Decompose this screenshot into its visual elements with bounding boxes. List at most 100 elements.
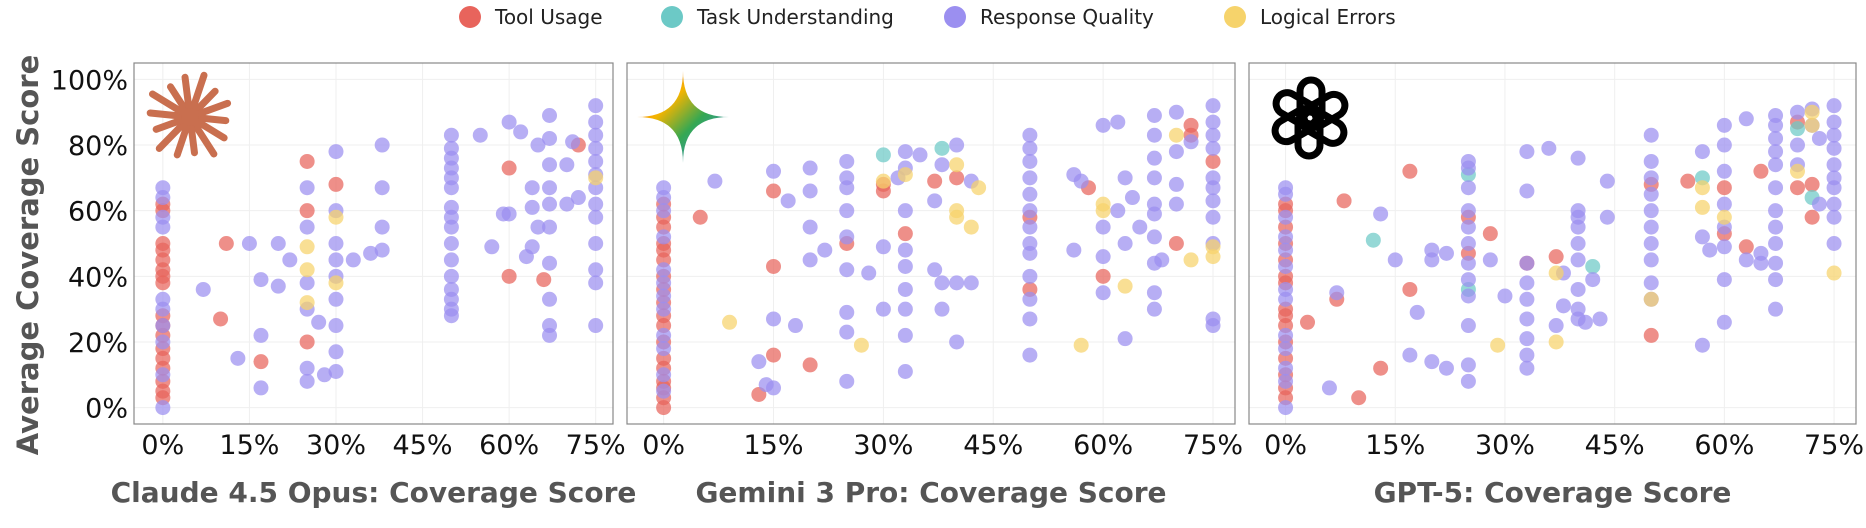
- data-point: [766, 183, 782, 199]
- data-point: [839, 153, 855, 169]
- data-point: [1460, 318, 1476, 334]
- data-point: [656, 262, 672, 278]
- data-point: [839, 170, 855, 186]
- data-point: [316, 367, 332, 383]
- data-point: [1789, 180, 1805, 196]
- data-point: [1066, 242, 1082, 258]
- data-point: [1519, 144, 1535, 160]
- data-point: [542, 327, 558, 343]
- data-point: [299, 360, 315, 376]
- data-point: [897, 242, 913, 258]
- data-point: [963, 219, 979, 235]
- data-point: [1278, 180, 1294, 196]
- data-point: [218, 236, 234, 251]
- data-point: [1460, 288, 1476, 304]
- data-point: [1460, 203, 1476, 219]
- data-point: [443, 127, 459, 143]
- data-point: [656, 180, 672, 196]
- data-point: [530, 219, 546, 235]
- data-point: [1183, 117, 1199, 133]
- data-point: [542, 196, 558, 212]
- data-point: [897, 226, 913, 242]
- x-tick-label: 0%: [141, 430, 184, 461]
- chart-panel: 0% 20% 40% 60% 80% 100% 0% 15% 30% 45% 60% 75% Claud…: [51, 62, 636, 509]
- data-point: [1278, 400, 1294, 416]
- legend-marker: [459, 6, 481, 28]
- data-point: [1548, 265, 1564, 281]
- data-point: [1753, 245, 1769, 261]
- data-point: [1132, 219, 1148, 235]
- legend-marker: [1224, 6, 1246, 28]
- data-point: [949, 275, 965, 291]
- data-point: [1643, 186, 1659, 202]
- x-tick-label: 0%: [642, 430, 685, 461]
- data-point: [565, 134, 581, 150]
- data-point: [1073, 337, 1089, 353]
- data-point: [1643, 291, 1659, 307]
- data-point: [1278, 373, 1294, 389]
- x-tick-label: 60%: [1073, 430, 1133, 461]
- data-point: [722, 314, 738, 330]
- data-point: [656, 367, 672, 383]
- data-point: [270, 236, 286, 251]
- data-point: [1205, 209, 1221, 225]
- data-point: [1460, 219, 1476, 235]
- data-point: [1387, 252, 1403, 268]
- data-point: [1826, 196, 1842, 212]
- data-point: [1789, 163, 1805, 179]
- data-point: [1154, 252, 1170, 268]
- data-point: [1643, 236, 1659, 251]
- data-point: [1146, 127, 1162, 143]
- data-point: [542, 108, 558, 124]
- data-point: [751, 354, 767, 370]
- data-point: [1592, 311, 1608, 327]
- data-point: [1768, 180, 1784, 196]
- data-point: [1146, 170, 1162, 186]
- data-point: [328, 291, 344, 307]
- data-point: [443, 140, 459, 156]
- data-point: [1768, 236, 1784, 251]
- data-point: [1460, 153, 1476, 169]
- data-point: [1789, 121, 1805, 137]
- data-point: [934, 140, 950, 156]
- data-point: [1022, 127, 1038, 143]
- data-point: [443, 252, 459, 268]
- data-point: [1643, 127, 1659, 143]
- data-point: [1329, 285, 1345, 301]
- data-point: [897, 363, 913, 379]
- data-point: [1716, 209, 1732, 225]
- data-point: [766, 347, 782, 363]
- data-point: [1826, 265, 1842, 281]
- data-point: [1278, 258, 1294, 274]
- data-point: [1022, 219, 1038, 235]
- data-point: [1365, 232, 1381, 248]
- data-point: [588, 275, 604, 291]
- data-point: [1570, 301, 1586, 317]
- data-point: [1519, 347, 1535, 363]
- data-point: [213, 311, 229, 327]
- data-point: [1110, 114, 1126, 130]
- y-tick-label: 60%: [68, 197, 128, 228]
- data-point: [802, 252, 818, 268]
- x-axis-label: Gemini 3 Pro: Coverage Score: [695, 476, 1166, 509]
- data-point: [1438, 245, 1454, 261]
- data-point: [588, 140, 604, 156]
- data-point: [1716, 272, 1732, 288]
- data-point: [1402, 163, 1418, 179]
- scatter-points: [1278, 98, 1842, 416]
- data-point: [345, 252, 361, 268]
- data-point: [1022, 291, 1038, 307]
- data-point: [542, 219, 558, 235]
- data-point: [656, 203, 672, 219]
- data-point: [1460, 236, 1476, 251]
- data-point: [1768, 144, 1784, 160]
- data-point: [1168, 236, 1184, 251]
- data-point: [875, 301, 891, 317]
- legend-label: Response Quality: [980, 5, 1154, 29]
- data-point: [588, 127, 604, 143]
- data-point: [1300, 314, 1316, 330]
- data-point: [536, 272, 552, 288]
- data-point: [1146, 108, 1162, 124]
- data-point: [542, 157, 558, 173]
- data-point: [766, 311, 782, 327]
